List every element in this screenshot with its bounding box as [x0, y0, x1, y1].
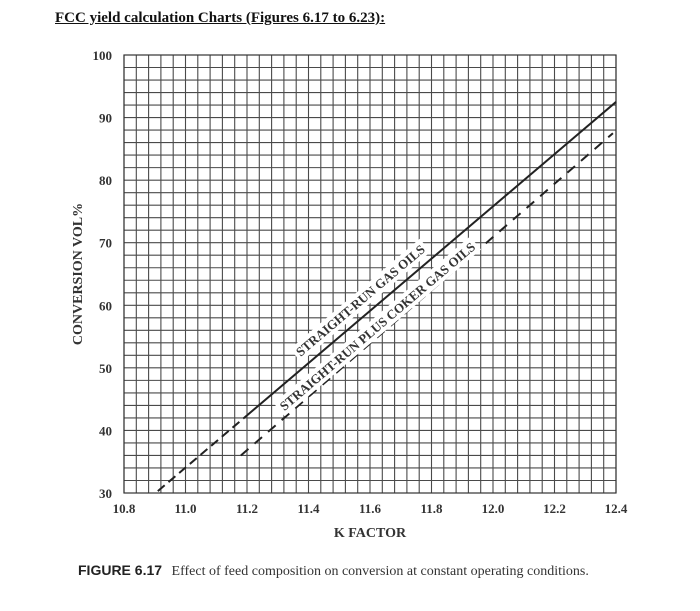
y-tick-label: 90: [99, 111, 112, 126]
x-tick-label: 12.0: [482, 501, 505, 516]
y-tick-label: 80: [99, 173, 112, 188]
figure-label: FIGURE 6.17: [78, 562, 163, 578]
figure-caption-text: Effect of feed composition on conversion…: [171, 564, 589, 579]
x-tick-label: 12.4: [605, 501, 628, 516]
x-tick-label: 11.0: [174, 501, 196, 516]
series-straight-run-solid: [246, 101, 617, 417]
y-tick-label: 40: [99, 423, 112, 438]
y-tick-label: 100: [93, 48, 113, 63]
x-tick-label: 11.6: [359, 501, 382, 516]
x-tick-label: 11.2: [236, 501, 258, 516]
y-tick-label: 70: [99, 236, 112, 251]
x-tick-label: 10.8: [113, 501, 136, 516]
x-axis-label: K FACTOR: [334, 526, 407, 541]
x-tick-label: 11.4: [297, 501, 320, 516]
label-straight-run-plus-coker-gas-oils: STRAIGHT-RUN PLUS COKER GAS OILS: [273, 236, 482, 417]
y-axis-tick-labels: 30 40 50 60 70 80 90 100: [93, 48, 113, 501]
y-axis-label: CONVERSION VOL%: [71, 203, 86, 345]
y-tick-label: 30: [99, 486, 112, 501]
series-lines: [157, 101, 617, 492]
x-axis-tick-labels: 10.8 11.0 11.2 11.4 11.6 11.8 12.0 12.2 12.4: [113, 501, 628, 516]
page-heading: FCC yield calculation Charts (Figures 6.…: [55, 10, 386, 26]
figure-caption: FIGURE 6.17 Effect of feed composition o…: [78, 562, 589, 580]
x-tick-label: 12.2: [543, 501, 566, 516]
plot-frame: [123, 54, 617, 494]
y-tick-label: 50: [99, 361, 112, 376]
x-tick-label: 11.8: [420, 501, 443, 516]
series-straight-run-dashed: [157, 414, 248, 492]
minor-grid: [123, 54, 617, 494]
svg-text:STRAIGHT-RUN PLUS COKER GAS OI: STRAIGHT-RUN PLUS COKER GAS OILS: [277, 239, 478, 413]
y-tick-label: 60: [99, 298, 112, 313]
